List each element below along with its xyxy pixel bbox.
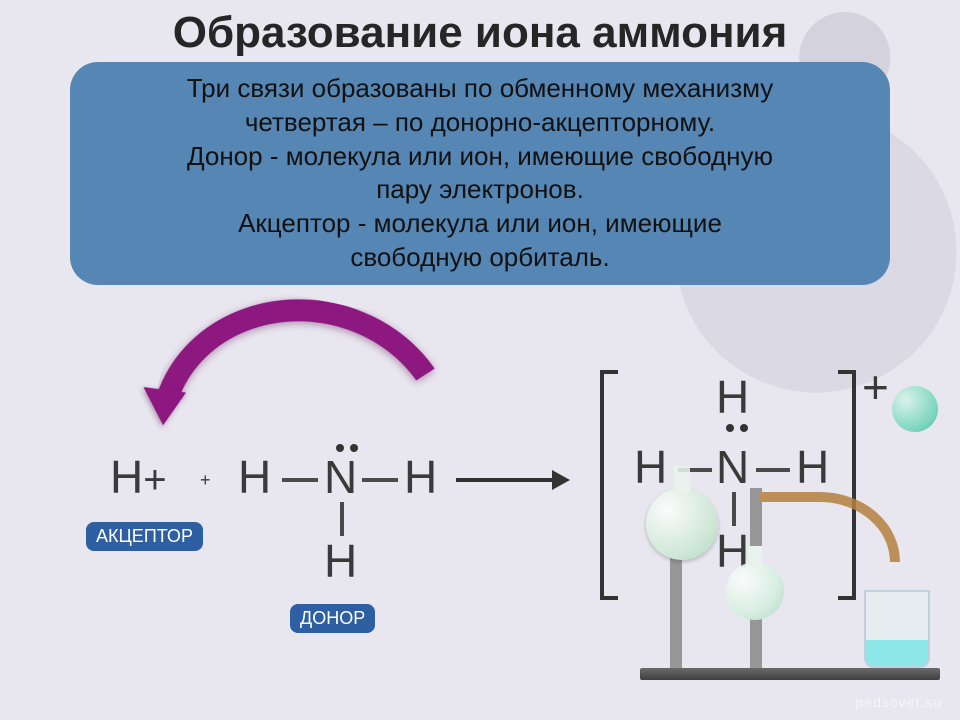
donor-label: ДОНОР [290, 604, 375, 633]
callout-line: Акцептор - молекула или ион, имеющие [94, 207, 866, 241]
charge-plus: + [143, 458, 166, 502]
ammonia-right-h: H [404, 450, 437, 504]
ammonia-nitrogen: N [324, 450, 357, 504]
product-top-h: H [716, 370, 749, 424]
ammonia-left-h: H [238, 450, 271, 504]
acceptor-label: АКЦЕПТОР [86, 522, 203, 551]
product-right-h: H [796, 440, 829, 494]
mechanism-arrow [150, 300, 460, 440]
bond [362, 478, 398, 482]
bond [678, 468, 712, 472]
bracket-right [838, 370, 856, 600]
product-nitrogen: N [716, 440, 749, 494]
plus-operator: + [200, 470, 211, 491]
callout-line: Донор - молекула или ион, имеющие свобод… [94, 140, 866, 174]
bracket-left [600, 370, 618, 600]
callout-line: Три связи образованы по обменному механи… [94, 72, 866, 106]
watermark: pedsovet.su [856, 694, 943, 710]
bond [282, 478, 318, 482]
bond [732, 492, 736, 526]
callout-line: четвертая – по донорно-акцепторному. [94, 106, 866, 140]
callout-line: свободную орбиталь. [94, 241, 866, 275]
bond [756, 468, 790, 472]
lone-pair-dot [726, 424, 734, 432]
bond [340, 502, 344, 536]
page-title: Образование иона аммония [0, 8, 960, 58]
title-text: Образование иона аммония [173, 8, 788, 57]
callout-line: пару электронов. [94, 173, 866, 207]
lone-pair-dot [336, 444, 344, 452]
explanation-callout: Три связи образованы по обменному механи… [70, 62, 890, 285]
ammonia-bottom-h: H [324, 534, 357, 588]
atom-h: H [110, 451, 143, 503]
lone-pair-dot [350, 444, 358, 452]
product-bottom-h: H [716, 524, 749, 578]
product-left-h: H [634, 440, 667, 494]
lone-pair-dot [740, 424, 748, 432]
product-charge: + [862, 360, 889, 414]
hydrogen-ion: H+ [110, 450, 167, 504]
